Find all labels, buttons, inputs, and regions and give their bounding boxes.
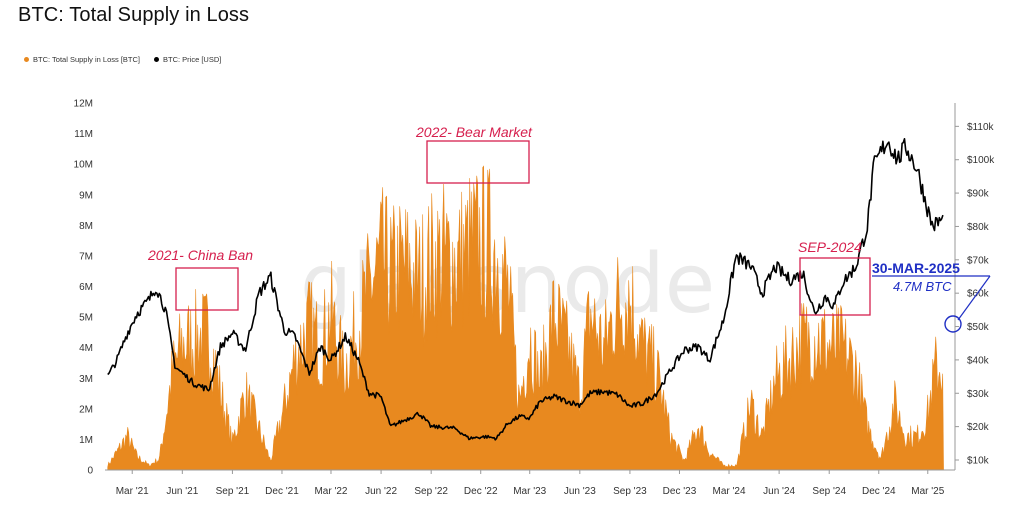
y-right-tick-label: $20k bbox=[967, 422, 990, 433]
legend-label-supply-in-loss: BTC: Total Supply in Loss [BTC] bbox=[33, 55, 140, 64]
legend-swatch-supply-in-loss bbox=[24, 57, 29, 62]
y-left-tick-label: 7M bbox=[79, 251, 93, 262]
supply-area-layer bbox=[107, 165, 944, 471]
bear-market-label: 2022- Bear Market bbox=[415, 124, 533, 140]
y-left-tick-label: 8M bbox=[79, 221, 93, 232]
y-left-tick-label: 10M bbox=[74, 160, 93, 171]
y-left-tick-label: 2M bbox=[79, 404, 93, 415]
x-tick-label: Mar '22 bbox=[314, 486, 347, 497]
bear-market-box bbox=[426, 140, 530, 184]
x-tick-label: Jun '24 bbox=[763, 486, 795, 497]
y-right-tick-label: $50k bbox=[967, 322, 990, 333]
x-tick-label: Mar '24 bbox=[712, 486, 745, 497]
y-right-tick-label: $100k bbox=[967, 155, 995, 166]
x-tick-label: Dec '21 bbox=[265, 486, 299, 497]
legend-label-price: BTC: Price [USD] bbox=[163, 55, 222, 64]
y-right-tick-label: $30k bbox=[967, 389, 990, 400]
y-right-tick-label: $10k bbox=[967, 455, 990, 466]
supply-in-loss-area bbox=[107, 165, 944, 471]
sep-2024-box bbox=[799, 257, 871, 316]
legend: BTC: Total Supply in Loss [BTC] BTC: Pri… bbox=[24, 55, 221, 64]
chart-title: BTC: Total Supply in Loss bbox=[18, 4, 250, 26]
legend-item-supply-in-loss[interactable]: BTC: Total Supply in Loss [BTC] bbox=[24, 55, 140, 64]
y-left-tick-label: 6M bbox=[79, 282, 93, 293]
x-tick-label: Sep '22 bbox=[414, 486, 448, 497]
y-left-tick-label: 5M bbox=[79, 313, 93, 324]
y-right-tick-label: $70k bbox=[967, 255, 990, 266]
y-left-tick-label: 12M bbox=[74, 99, 93, 110]
china-ban-box bbox=[175, 267, 239, 311]
x-tick-label: Sep '24 bbox=[812, 486, 846, 497]
y-right-tick-label: $110k bbox=[967, 122, 995, 133]
axes-layer: 0 1M 2M 3M 4M 5M 6M 7M 8M 9M 10M 11M 12M $10k $20k $30k… bbox=[74, 99, 996, 498]
x-tick-label: Mar '25 bbox=[911, 486, 944, 497]
x-tick-label: Dec '22 bbox=[464, 486, 498, 497]
y-left-tick-label: 9M bbox=[79, 190, 93, 201]
y-right-tick-label: $60k bbox=[967, 289, 990, 300]
y-right-tick-label: $90k bbox=[967, 189, 990, 200]
x-tick-label: Dec '23 bbox=[663, 486, 697, 497]
x-tick-label: Sep '23 bbox=[613, 486, 647, 497]
y-left-tick-label: 1M bbox=[79, 435, 93, 446]
x-tick-label: Mar '21 bbox=[116, 486, 149, 497]
callout-leader bbox=[957, 275, 991, 321]
x-tick-label: Dec '24 bbox=[862, 486, 896, 497]
march-2025-date-label: 30-MAR-2025 bbox=[872, 260, 960, 276]
legend-item-price[interactable]: BTC: Price [USD] bbox=[154, 55, 221, 64]
y-left-tick-label: 0 bbox=[87, 466, 93, 477]
legend-swatch-price bbox=[154, 57, 159, 62]
y-left-tick-label: 11M bbox=[74, 129, 93, 140]
x-tick-label: Jun '22 bbox=[365, 486, 397, 497]
x-tick-label: Mar '23 bbox=[513, 486, 546, 497]
china-ban-label: 2021- China Ban bbox=[147, 247, 253, 263]
annotation-layer: 2021- China Ban 2022- Bear Market SEP-2024… bbox=[147, 124, 991, 333]
x-tick-label: Jun '21 bbox=[166, 486, 198, 497]
sep-2024-label: SEP-2024 bbox=[798, 239, 862, 255]
x-tick-label: Sep '21 bbox=[216, 486, 250, 497]
march-2025-value-label: 4.7M BTC bbox=[893, 279, 952, 294]
y-left-tick-label: 3M bbox=[79, 374, 93, 385]
march-2025-marker bbox=[944, 315, 962, 333]
x-tick-label: Jun '23 bbox=[564, 486, 596, 497]
y-right-tick-label: $40k bbox=[967, 355, 990, 366]
y-right-tick-label: $80k bbox=[967, 222, 990, 233]
y-left-tick-label: 4M bbox=[79, 343, 93, 354]
price-line bbox=[107, 138, 944, 441]
price-line-layer bbox=[107, 138, 944, 441]
